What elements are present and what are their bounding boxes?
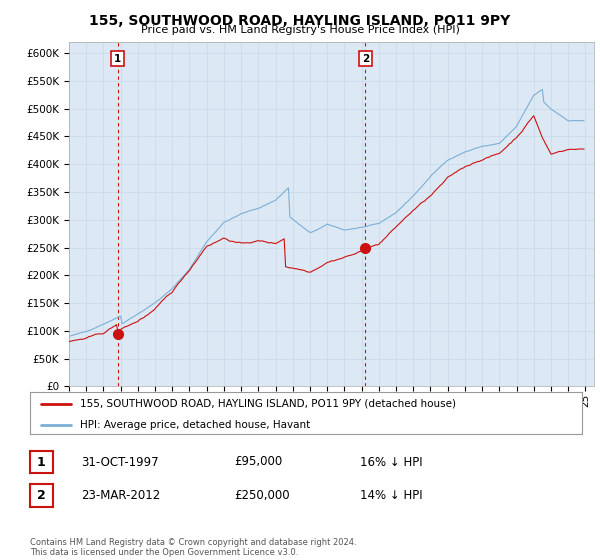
Text: 155, SOUTHWOOD ROAD, HAYLING ISLAND, PO11 9PY (detached house): 155, SOUTHWOOD ROAD, HAYLING ISLAND, PO1…	[80, 399, 455, 409]
Text: 23-MAR-2012: 23-MAR-2012	[81, 489, 160, 502]
Text: 1: 1	[114, 54, 121, 64]
Text: £250,000: £250,000	[234, 489, 290, 502]
Text: 31-OCT-1997: 31-OCT-1997	[81, 455, 158, 469]
Text: 16% ↓ HPI: 16% ↓ HPI	[360, 455, 422, 469]
Text: 14% ↓ HPI: 14% ↓ HPI	[360, 489, 422, 502]
Text: 2: 2	[37, 489, 46, 502]
Text: 2: 2	[362, 54, 369, 64]
Text: Price paid vs. HM Land Registry's House Price Index (HPI): Price paid vs. HM Land Registry's House …	[140, 25, 460, 35]
Text: 1: 1	[37, 455, 46, 469]
Text: Contains HM Land Registry data © Crown copyright and database right 2024.
This d: Contains HM Land Registry data © Crown c…	[30, 538, 356, 557]
Text: HPI: Average price, detached house, Havant: HPI: Average price, detached house, Hava…	[80, 420, 310, 430]
Text: £95,000: £95,000	[234, 455, 282, 469]
Text: 155, SOUTHWOOD ROAD, HAYLING ISLAND, PO11 9PY: 155, SOUTHWOOD ROAD, HAYLING ISLAND, PO1…	[89, 14, 511, 28]
